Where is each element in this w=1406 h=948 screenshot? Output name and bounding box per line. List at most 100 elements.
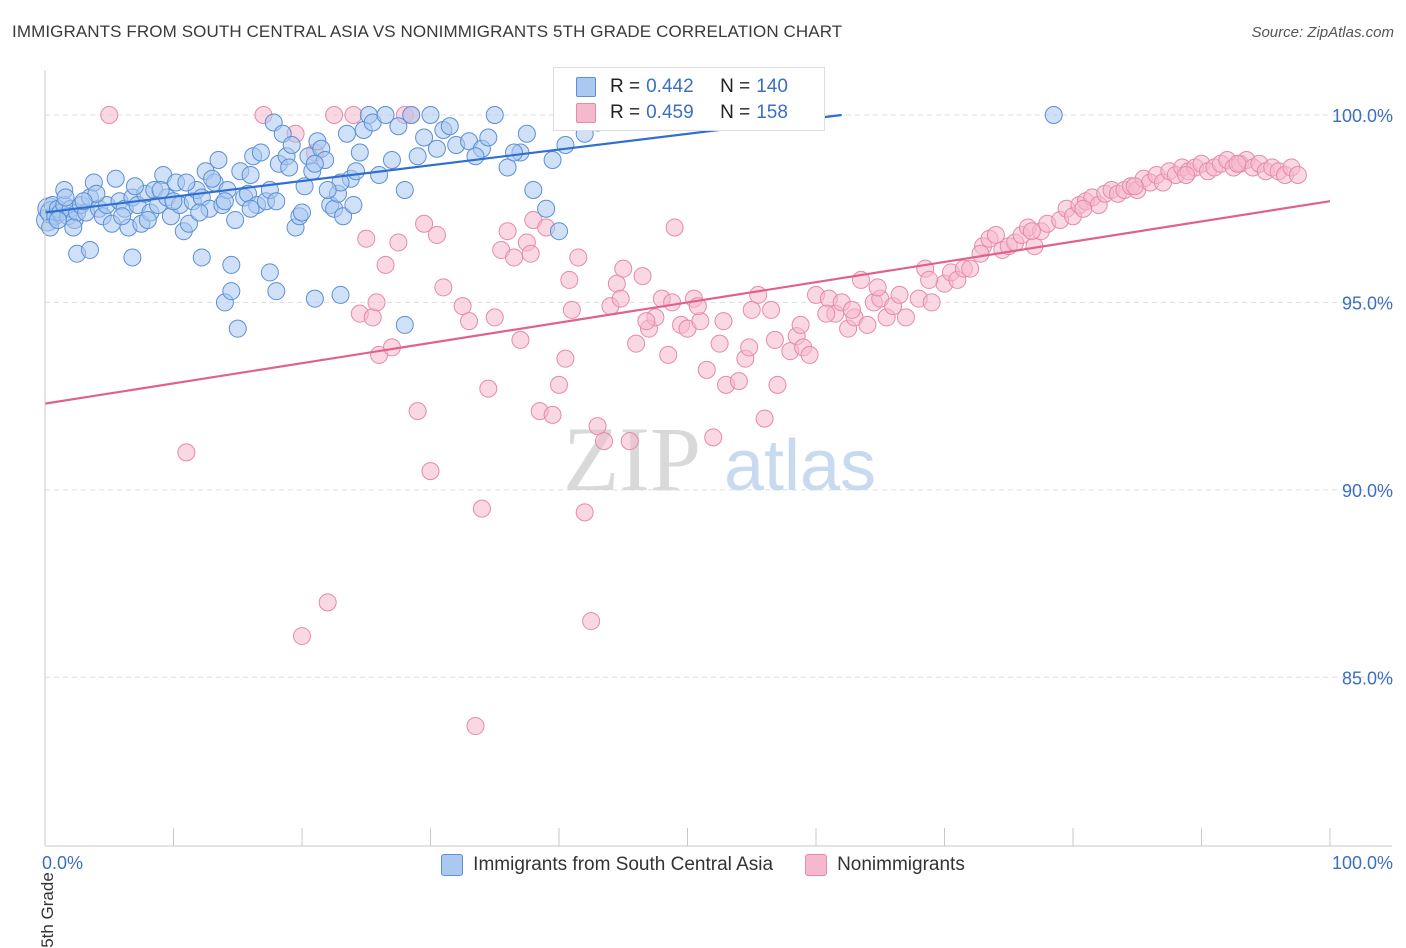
data-point-immigrants <box>498 158 517 177</box>
data-point-nonimmigrants <box>842 300 861 319</box>
data-point-immigrants <box>524 180 543 199</box>
data-point-nonimmigrants <box>560 270 579 289</box>
data-point-nonimmigrants <box>100 105 119 124</box>
data-point-nonimmigrants <box>550 375 568 394</box>
data-point-immigrants <box>1044 105 1063 124</box>
data-point-nonimmigrants <box>1074 199 1093 218</box>
trend-line-nonimmigrants <box>44 200 1331 405</box>
data-point-immigrants <box>318 180 337 199</box>
stats-legend-row-immigrants: R = 0.442 N = 140 <box>576 75 788 99</box>
data-point-nonimmigrants <box>556 349 575 368</box>
data-point-nonimmigrants <box>729 372 748 391</box>
data-point-nonimmigrants <box>740 338 759 357</box>
data-point-immigrants <box>241 165 260 184</box>
data-point-nonimmigrants <box>318 593 337 612</box>
data-point-immigrants <box>203 169 222 188</box>
data-point-nonimmigrants <box>890 285 909 304</box>
data-point-immigrants <box>382 150 401 169</box>
data-point-nonimmigrants <box>800 345 819 364</box>
data-point-immigrants <box>440 117 459 136</box>
stats-legend: R = 0.442 N = 140 R = 0.459 N = 158 <box>553 67 825 131</box>
data-point-nonimmigrants <box>344 105 363 124</box>
data-point-immigrants <box>505 143 524 162</box>
scatter-plot: ZIP atlas 85.0% 90.0% 95.0% 100.0% 0.0% 100.… <box>36 70 1393 873</box>
data-point-immigrants <box>138 210 157 229</box>
data-point-nonimmigrants <box>765 330 784 349</box>
r-label: R = <box>610 102 641 123</box>
data-point-nonimmigrants <box>427 225 446 244</box>
data-point-nonimmigrants <box>466 717 485 736</box>
data-point-immigrants <box>177 173 196 192</box>
legend-item-immigrants[interactable]: Immigrants from South Central Asia <box>441 854 773 876</box>
data-point-immigrants <box>408 147 427 166</box>
data-point-immigrants <box>267 282 286 301</box>
n-value: 158 <box>756 102 788 123</box>
immigrants-legend-swatch <box>441 854 464 876</box>
trend-line-immigrants <box>44 113 842 214</box>
data-point-nonimmigrants <box>421 462 440 481</box>
data-point-immigrants <box>125 177 144 196</box>
data-point-immigrants <box>337 124 356 143</box>
legend-item-nonimmigrants[interactable]: Nonimmigrants <box>805 854 965 876</box>
data-point-immigrants <box>479 128 498 147</box>
data-point-nonimmigrants <box>376 255 395 274</box>
x-tick-labels: 0.0% 100.0% <box>42 853 1393 873</box>
watermark-atlas: atlas <box>724 426 876 506</box>
data-point-nonimmigrants <box>582 612 601 631</box>
data-point-nonimmigrants <box>971 244 990 263</box>
watermark-zip: ZIP <box>563 408 701 510</box>
data-point-nonimmigrants <box>762 300 781 319</box>
data-point-immigrants <box>64 218 83 237</box>
data-point-nonimmigrants <box>637 312 656 331</box>
data-point-nonimmigrants <box>472 499 491 518</box>
data-point-nonimmigrants <box>710 334 729 353</box>
data-point-nonimmigrants <box>588 417 607 436</box>
trend-lines <box>44 113 1331 405</box>
data-point-nonimmigrants <box>498 222 517 241</box>
data-point-immigrants <box>282 135 301 154</box>
data-point-nonimmigrants <box>791 315 810 334</box>
data-point-immigrants <box>370 165 389 184</box>
data-point-nonimmigrants <box>1177 165 1196 184</box>
axes <box>44 70 1392 847</box>
data-point-nonimmigrants <box>325 105 344 124</box>
data-point-immigrants <box>305 154 324 173</box>
data-point-nonimmigrants <box>1288 165 1307 184</box>
data-point-immigrants <box>56 188 75 207</box>
data-point-nonimmigrants <box>817 304 836 323</box>
data-point-immigrants <box>550 222 568 241</box>
data-point-immigrants <box>209 150 228 169</box>
data-point-immigrants <box>331 285 350 304</box>
data-point-immigrants <box>113 207 132 226</box>
data-point-nonimmigrants <box>460 312 479 331</box>
data-point-nonimmigrants <box>1022 222 1041 241</box>
data-point-immigrants <box>305 289 324 308</box>
data-point-nonimmigrants <box>868 278 887 297</box>
data-point-nonimmigrants <box>961 259 980 278</box>
data-point-immigrants <box>106 169 125 188</box>
data-point-immigrants <box>293 203 311 222</box>
data-point-nonimmigrants <box>858 315 877 334</box>
nonimmigrants-legend-swatch <box>805 854 828 876</box>
data-point-nonimmigrants <box>177 443 196 462</box>
data-point-immigrants <box>376 105 395 124</box>
data-point-immigrants <box>123 248 142 267</box>
data-point-immigrants <box>179 214 198 233</box>
data-point-immigrants <box>427 139 446 158</box>
data-point-nonimmigrants <box>920 270 939 289</box>
data-point-nonimmigrants <box>704 428 723 447</box>
data-point-nonimmigrants <box>389 233 408 252</box>
series-legend: Immigrants from South Central Asia Nonim… <box>0 852 1406 878</box>
data-point-nonimmigrants <box>415 214 434 233</box>
data-point-immigrants <box>350 143 369 162</box>
data-point-nonimmigrants <box>986 225 1005 244</box>
data-point-nonimmigrants <box>742 300 761 319</box>
r-value: 0.459 <box>646 102 694 123</box>
y-tick-labels: 85.0% 90.0% 95.0% 100.0% <box>1332 106 1393 688</box>
data-point-nonimmigrants <box>663 293 682 312</box>
data-point-immigrants <box>267 192 286 211</box>
data-point-immigrants <box>395 315 414 334</box>
data-point-nonimmigrants <box>620 432 639 451</box>
y-tick-label: 90.0% <box>1342 481 1393 501</box>
data-point-nonimmigrants <box>511 330 530 349</box>
